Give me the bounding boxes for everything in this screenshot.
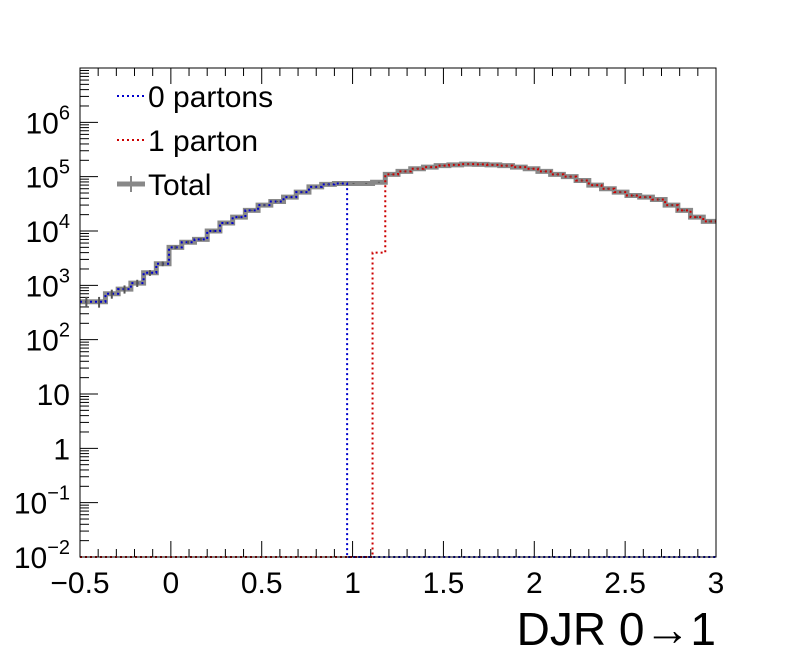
y-tick-label: 102 (26, 320, 71, 358)
y-tick-label: 10−1 (14, 483, 70, 521)
y-tick-exponent: 3 (59, 265, 70, 287)
y-tick-label: 10 (37, 379, 70, 412)
y-tick-exponent: −2 (47, 537, 70, 559)
x-tick-label: 1.5 (423, 567, 465, 600)
y-tick-base: 10 (26, 325, 59, 358)
x-tick-label: 1 (344, 567, 361, 600)
series-layer (80, 161, 716, 558)
y-tick-base: 10 (26, 107, 59, 140)
y-tick-base: 10 (26, 270, 59, 303)
y-tick-base: 1 (53, 433, 70, 466)
y-tick-exponent: −1 (47, 483, 70, 505)
legend-label-1: 1 parton (148, 125, 258, 158)
y-tick-exponent: 2 (59, 320, 70, 342)
y-tick-base: 10 (14, 542, 47, 575)
x-tick-label: 0 (163, 567, 180, 600)
plot-frame (79, 67, 717, 558)
y-tick-label: 106 (26, 102, 71, 140)
y-tick-label: 104 (26, 211, 71, 249)
y-tick-label: 1 (53, 433, 70, 466)
x-tick-label: 0.5 (241, 567, 283, 600)
x-tick-label: 3 (708, 567, 725, 600)
y-tick-exponent: 6 (59, 102, 70, 124)
x-tick-label: 2 (526, 567, 543, 600)
y-tick-label: 103 (26, 265, 71, 303)
tick-labels: −0.5 0 0.5 1 1.5 2 2.5 310−210−1110102103104105… (14, 102, 725, 600)
x-axis-title: DJR 0→1 (517, 603, 716, 655)
legend-label-0: 0 partons (148, 81, 273, 114)
axis-ticks (79, 68, 717, 558)
y-tick-label: 10−2 (14, 537, 70, 575)
y-tick-exponent: 4 (59, 211, 70, 233)
y-tick-exponent: 5 (59, 157, 70, 179)
x-tick-label: −0.5 (50, 567, 109, 600)
y-tick-base: 10 (14, 488, 47, 521)
y-tick-base: 10 (37, 379, 70, 412)
legend: 0 partons 1 parton Total (117, 81, 273, 202)
y-tick-base: 10 (26, 216, 59, 249)
y-tick-label: 105 (26, 157, 71, 195)
y-tick-base: 10 (26, 162, 59, 195)
legend-label-2: Total (148, 169, 211, 202)
x-tick-label: 2.5 (604, 567, 646, 600)
